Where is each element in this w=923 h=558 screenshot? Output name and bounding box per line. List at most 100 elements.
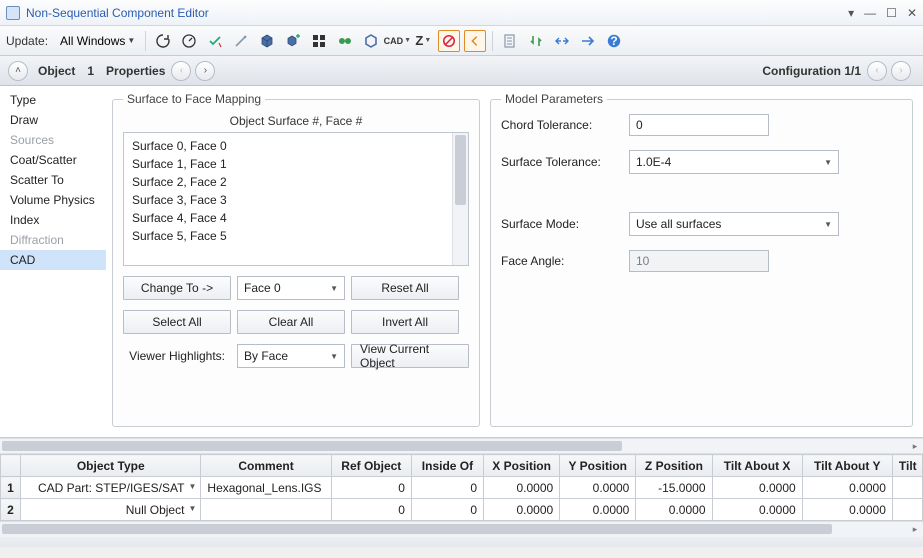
link-icon[interactable] (334, 30, 356, 52)
hex-icon[interactable] (360, 30, 382, 52)
col-y-position[interactable]: Y Position (560, 455, 636, 477)
object-type-cell[interactable]: Null Object▼ (21, 499, 201, 521)
sidebar-item-volume-physics[interactable]: Volume Physics (0, 190, 106, 210)
col-comment[interactable]: Comment (201, 455, 331, 477)
check-icon[interactable] (204, 30, 226, 52)
grid-row[interactable]: 2 Null Object▼ 0 0 0.0000 0.0000 0.0000 … (1, 499, 923, 521)
swap-icon[interactable] (525, 30, 547, 52)
z-pos-cell[interactable]: 0.0000 (636, 499, 712, 521)
cube-plus-icon[interactable] (282, 30, 304, 52)
tilt-y-cell[interactable]: 0.0000 (802, 499, 892, 521)
tilt-x-cell[interactable]: 0.0000 (712, 499, 802, 521)
mapping-row[interactable]: Surface 3, Face 3 (132, 191, 444, 209)
cube-icon[interactable] (256, 30, 278, 52)
viewer-highlights-select[interactable]: By Face▼ (237, 344, 345, 368)
list-scrollbar[interactable] (452, 133, 468, 265)
next-config-button[interactable]: › (891, 61, 911, 81)
mapping-list[interactable]: Surface 0, Face 0 Surface 1, Face 1 Surf… (123, 132, 469, 266)
surface-tolerance-select[interactable]: 1.0E-4▼ (629, 150, 839, 174)
grid-header-row: Object Type Comment Ref Object Inside Of… (1, 455, 923, 477)
col-ref-object[interactable]: Ref Object (331, 455, 411, 477)
x-pos-cell[interactable]: 0.0000 (484, 477, 560, 499)
sidebar-item-scatter-to[interactable]: Scatter To (0, 170, 106, 190)
scroll-thumb[interactable] (2, 524, 832, 534)
inside-of-cell[interactable]: 0 (411, 499, 483, 521)
tilt-cell[interactable] (892, 499, 922, 521)
window-title: Non-Sequential Component Editor (26, 6, 848, 20)
x-pos-cell[interactable]: 0.0000 (484, 499, 560, 521)
back-arrow-icon[interactable] (464, 30, 486, 52)
ref-object-cell[interactable]: 0 (331, 499, 411, 521)
collapse-button[interactable]: ˄ (8, 61, 28, 81)
refresh-icon[interactable] (152, 30, 174, 52)
mapping-row[interactable]: Surface 5, Face 5 (132, 227, 444, 245)
surface-mode-value: Use all surfaces (636, 217, 721, 231)
z-dropdown[interactable]: Z▼ (412, 30, 434, 52)
col-x-position[interactable]: X Position (484, 455, 560, 477)
y-pos-cell[interactable]: 0.0000 (560, 477, 636, 499)
select-all-button[interactable]: Select All (123, 310, 231, 334)
document-icon[interactable] (499, 30, 521, 52)
arrows-h-icon[interactable] (551, 30, 573, 52)
gauge-icon[interactable] (178, 30, 200, 52)
reset-all-button[interactable]: Reset All (351, 276, 459, 300)
tilt-cell[interactable] (892, 477, 922, 499)
invert-all-button[interactable]: Invert All (351, 310, 459, 334)
category-sidebar: Type Draw Sources Coat/Scatter Scatter T… (0, 86, 106, 437)
clear-all-button[interactable]: Clear All (237, 310, 345, 334)
next-object-button[interactable]: › (195, 61, 215, 81)
maximize-icon[interactable]: ☐ (886, 6, 897, 20)
grid-icon[interactable] (308, 30, 330, 52)
sidebar-item-index[interactable]: Index (0, 210, 106, 230)
col-tilt[interactable]: Tilt (892, 455, 922, 477)
mapping-row[interactable]: Surface 0, Face 0 (132, 137, 444, 155)
sidebar-item-type[interactable]: Type (0, 90, 106, 110)
prohibit-icon[interactable] (438, 30, 460, 52)
chord-tolerance-label: Chord Tolerance: (501, 118, 621, 132)
grid-hscroll[interactable]: ◂ ▸ (0, 521, 923, 537)
col-tilt-y[interactable]: Tilt About Y (802, 455, 892, 477)
prev-object-button[interactable]: ‹ (171, 61, 191, 81)
wand-icon[interactable] (230, 30, 252, 52)
change-to-button[interactable]: Change To -> (123, 276, 231, 300)
sidebar-item-draw[interactable]: Draw (0, 110, 106, 130)
surface-mode-select[interactable]: Use all surfaces▼ (629, 212, 839, 236)
scroll-thumb[interactable] (2, 441, 622, 451)
tilt-x-cell[interactable]: 0.0000 (712, 477, 802, 499)
prev-config-button[interactable]: ‹ (867, 61, 887, 81)
minimize-icon[interactable]: — (864, 6, 876, 20)
sidebar-item-cad[interactable]: CAD (0, 250, 106, 270)
sidebar-item-coat-scatter[interactable]: Coat/Scatter (0, 150, 106, 170)
help-icon[interactable]: ? (603, 30, 625, 52)
scroll-right-icon[interactable]: ▸ (907, 439, 923, 453)
y-pos-cell[interactable]: 0.0000 (560, 499, 636, 521)
col-rownum[interactable] (1, 455, 21, 477)
chord-tolerance-input[interactable] (629, 114, 769, 136)
tilt-y-cell[interactable]: 0.0000 (802, 477, 892, 499)
main-hscroll[interactable]: ◂ ▸ (0, 438, 923, 454)
update-scope-dropdown[interactable]: All Windows ▼ (56, 32, 139, 50)
comment-cell[interactable]: Hexagonal_Lens.IGS (201, 477, 331, 499)
ref-object-cell[interactable]: 0 (331, 477, 411, 499)
row-number[interactable]: 1 (1, 477, 21, 499)
dropdown-icon[interactable]: ▾ (848, 6, 854, 20)
row-number[interactable]: 2 (1, 499, 21, 521)
arrow-right-icon[interactable] (577, 30, 599, 52)
col-object-type[interactable]: Object Type (21, 455, 201, 477)
mapping-row[interactable]: Surface 1, Face 1 (132, 155, 444, 173)
object-type-cell[interactable]: CAD Part: STEP/IGES/SAT▼ (21, 477, 201, 499)
scroll-right-icon[interactable]: ▸ (907, 522, 923, 536)
grid-row[interactable]: 1 CAD Part: STEP/IGES/SAT▼ Hexagonal_Len… (1, 477, 923, 499)
mapping-row[interactable]: Surface 2, Face 2 (132, 173, 444, 191)
mapping-row[interactable]: Surface 4, Face 4 (132, 209, 444, 227)
view-current-object-button[interactable]: View Current Object (351, 344, 469, 368)
col-z-position[interactable]: Z Position (636, 455, 712, 477)
col-inside-of[interactable]: Inside Of (411, 455, 483, 477)
cad-dropdown[interactable]: CAD▼ (386, 30, 408, 52)
close-icon[interactable]: ✕ (907, 6, 917, 20)
comment-cell[interactable] (201, 499, 331, 521)
z-pos-cell[interactable]: -15.0000 (636, 477, 712, 499)
inside-of-cell[interactable]: 0 (411, 477, 483, 499)
face-select[interactable]: Face 0▼ (237, 276, 345, 300)
col-tilt-x[interactable]: Tilt About X (712, 455, 802, 477)
